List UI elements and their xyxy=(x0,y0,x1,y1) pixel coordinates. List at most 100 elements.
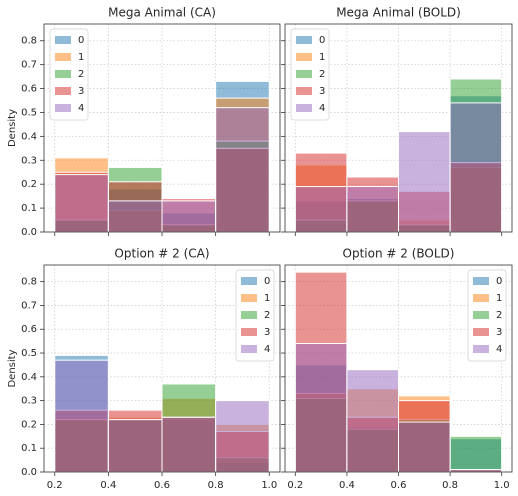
x-tick-label: 0.4 xyxy=(100,480,116,491)
legend-label: 2 xyxy=(78,69,84,80)
legend-label: 2 xyxy=(319,69,325,80)
legend-label: 4 xyxy=(496,344,502,355)
x-tick-label: 1.0 xyxy=(494,480,510,491)
legend-swatch xyxy=(296,104,312,112)
y-tick-label: 0.0 xyxy=(21,227,37,238)
x-tick-label: 0.4 xyxy=(339,480,355,491)
y-tick-label: 0.4 xyxy=(21,131,37,142)
legend-label: 1 xyxy=(78,52,84,63)
legend-label: 3 xyxy=(319,86,325,97)
legend-label: 3 xyxy=(78,86,84,97)
legend-swatch xyxy=(241,311,257,319)
legend-swatch xyxy=(55,53,71,61)
y-tick-label: 0.5 xyxy=(21,348,37,359)
legend: 0 1 2 3 4 xyxy=(49,28,89,121)
legend-swatch xyxy=(296,36,312,44)
histogram-bar xyxy=(398,131,451,233)
y-tick-label: 0.5 xyxy=(21,107,37,118)
legend-label: 3 xyxy=(264,327,270,338)
histogram-bar xyxy=(294,343,348,473)
legend-swatch xyxy=(241,345,257,353)
x-tick-label: 0.8 xyxy=(442,480,458,491)
y-tick-label: 0.6 xyxy=(21,84,37,95)
legend-label: 0 xyxy=(264,276,270,287)
axes-frame xyxy=(43,23,281,233)
legend-label: 4 xyxy=(319,103,325,114)
legend-swatch xyxy=(241,294,257,302)
histogram-bar xyxy=(449,435,503,473)
legend-label: 0 xyxy=(78,35,84,46)
legend-swatch xyxy=(55,104,71,112)
y-tick-label: 0.8 xyxy=(21,36,37,47)
x-tick-label: 0.2 xyxy=(47,480,63,491)
subplot: Mega Animal (BOLD) 0 1 2 3 4 xyxy=(281,6,513,236)
y-axis-label: Density xyxy=(7,109,18,147)
subplot-title: Mega Animal (CA) xyxy=(108,6,216,20)
y-tick-label: 0.1 xyxy=(21,203,37,214)
legend-swatch xyxy=(473,345,489,353)
y-tick-label: 0.3 xyxy=(21,155,37,166)
subplot-title: Option # 2 (CA) xyxy=(114,247,209,261)
histogram-bar xyxy=(215,107,270,233)
legend-label: 1 xyxy=(496,293,502,304)
histogram-bar xyxy=(161,416,217,473)
legend: 0 1 2 3 4 xyxy=(467,269,507,362)
legend-label: 4 xyxy=(78,103,84,114)
y-tick-label: 0.6 xyxy=(21,324,37,335)
histogram-bar xyxy=(107,200,163,233)
subplot-title: Option # 2 (BOLD) xyxy=(343,247,455,261)
histogram-bar xyxy=(54,359,109,473)
legend-swatch xyxy=(241,328,257,336)
subplot: Option # 2 (CA) 0.0 0.1 0.2 0.3 0.4 0.5 0.6 0.7 0… xyxy=(7,247,281,491)
x-tick-label: 0.6 xyxy=(391,480,407,491)
legend-swatch xyxy=(296,70,312,78)
legend-swatch xyxy=(296,87,312,95)
legend-swatch xyxy=(55,87,71,95)
histogram-bar xyxy=(215,400,270,473)
histogram-bar xyxy=(54,174,109,233)
legend-label: 1 xyxy=(319,52,325,63)
histogram-bar xyxy=(346,369,399,473)
y-tick-label: 0.3 xyxy=(21,396,37,407)
legend-label: 0 xyxy=(319,35,325,46)
subplot-title: Mega Animal (BOLD) xyxy=(336,6,461,20)
legend-swatch xyxy=(473,328,489,336)
subplot: Mega Animal (CA) 0.0 0.1 0.2 0.3 0.4 0.5 0.6 0.7… xyxy=(7,6,281,238)
legend-label: 2 xyxy=(496,310,502,321)
y-tick-label: 0.7 xyxy=(21,60,37,71)
y-tick-label: 0.2 xyxy=(21,179,37,190)
legend: 0 1 2 3 4 xyxy=(290,28,330,121)
y-tick-label: 0.0 xyxy=(21,467,37,478)
histogram-bar xyxy=(398,421,451,473)
subplot: Option # 2 (BOLD) 0.2 0.4 0.6 0.8 1.0 0 1 2 3 4 xyxy=(281,247,513,491)
y-tick-label: 0.8 xyxy=(21,277,37,288)
legend-label: 2 xyxy=(264,310,270,321)
y-axis-label: Density xyxy=(7,349,18,387)
legend-label: 3 xyxy=(496,327,502,338)
legend-swatch xyxy=(473,277,489,285)
legend-label: 4 xyxy=(264,344,270,355)
legend-swatch xyxy=(55,36,71,44)
legend-swatch xyxy=(296,53,312,61)
y-tick-label: 0.2 xyxy=(21,419,37,430)
histogram-bar xyxy=(294,186,348,233)
legend-swatch xyxy=(473,311,489,319)
x-tick-label: 1.0 xyxy=(261,480,277,491)
legend-swatch xyxy=(473,294,489,302)
histogram-bar xyxy=(346,186,399,233)
legend-swatch xyxy=(55,70,71,78)
legend: 0 1 2 3 4 xyxy=(235,269,275,362)
histogram-bar xyxy=(107,419,163,473)
legend-label: 0 xyxy=(496,276,502,287)
x-tick-label: 0.2 xyxy=(287,480,303,491)
y-tick-label: 0.4 xyxy=(21,372,37,383)
histogram-bar xyxy=(161,200,217,233)
legend-swatch xyxy=(241,277,257,285)
axes-frame xyxy=(284,23,513,233)
axes-frame xyxy=(43,264,281,473)
y-tick-label: 0.1 xyxy=(21,443,37,454)
histogram-bar xyxy=(449,102,503,233)
x-tick-label: 0.8 xyxy=(208,480,224,491)
axes-frame xyxy=(284,264,513,473)
